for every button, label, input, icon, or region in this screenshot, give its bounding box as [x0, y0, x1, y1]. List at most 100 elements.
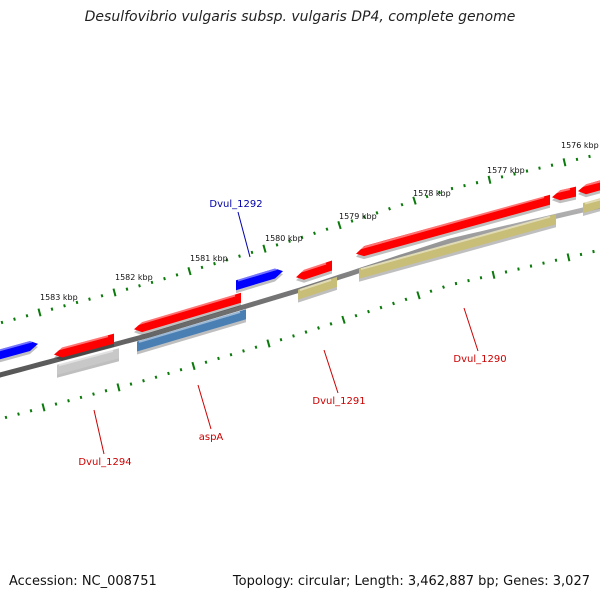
- genome-title: Desulfovibrio vulgaris subsp. vulgaris D…: [84, 9, 516, 25]
- scale-tick-inner: [54, 402, 58, 406]
- scale-tick-inner: [29, 409, 33, 413]
- scale-tick-inner: [341, 315, 346, 324]
- scale-tick-outer: [63, 304, 66, 308]
- scale-tick-inner: [242, 349, 245, 353]
- scale-tick-outer: [513, 172, 516, 176]
- scale-tick-outer: [163, 276, 166, 281]
- scale-tick-inner: [41, 403, 46, 412]
- scale-tick-inner: [467, 278, 470, 283]
- scale-tick-outer: [562, 158, 567, 167]
- scale-tick-outer: [37, 308, 42, 317]
- gene-label: Dvul_1291: [312, 396, 365, 407]
- scale-tick-inner: [129, 382, 133, 386]
- scale-tick-outer: [337, 220, 342, 230]
- leader-line: [93, 409, 105, 455]
- scale-tick-outer: [325, 227, 329, 231]
- scale-tick-inner: [67, 399, 70, 403]
- scale-tick-outer: [0, 320, 4, 325]
- gene-label: Dvul_1294: [78, 457, 131, 468]
- scale-tick-inner: [491, 270, 496, 279]
- scale-tick-inner: [204, 360, 208, 364]
- scale-tick-inner: [392, 301, 395, 306]
- scale-tick-outer: [538, 166, 541, 170]
- tick-label: 1577 kbp: [487, 166, 525, 175]
- gene-features: [0, 180, 600, 378]
- scale-tick-outer: [400, 202, 404, 207]
- tick-label: 1582 kbp: [115, 273, 153, 282]
- tick-label: 1579 kbp: [339, 212, 377, 221]
- scale-tick-inner: [92, 392, 95, 396]
- gene-arrow-dvul-1292: [236, 267, 283, 294]
- scale-tick-inner: [566, 253, 571, 262]
- scale-tick-inner: [279, 338, 283, 342]
- scale-tick-outer: [588, 154, 591, 159]
- scale-tick-outer: [450, 186, 454, 191]
- scale-tick-inner: [167, 371, 170, 376]
- tick-label: 1576 kbp: [561, 141, 599, 150]
- scale-tick-inner: [542, 261, 545, 265]
- scale-tick-outer: [125, 287, 129, 291]
- scale-tick-inner: [329, 322, 333, 326]
- scale-tick-outer: [388, 206, 391, 211]
- scale-tick-inner: [517, 267, 520, 271]
- scale-tick-inner: [429, 289, 433, 293]
- scale-tick-inner: [592, 249, 595, 254]
- leader-line: [197, 384, 212, 430]
- gene-arrow-next-2: [578, 180, 600, 198]
- scale-tick-inner: [191, 361, 196, 371]
- scale-tick-outer: [350, 219, 354, 223]
- scale-tick-inner: [292, 334, 295, 338]
- scale-tick-outer: [487, 175, 492, 184]
- scale-tick-outer: [425, 194, 429, 199]
- tick-label: 1583 kbp: [40, 293, 78, 302]
- scale-tick-inner: [579, 252, 583, 257]
- scale-tick-outer: [100, 294, 104, 298]
- scale-tick-outer: [175, 273, 179, 277]
- scale-tick-inner: [529, 264, 533, 268]
- scale-tick-outer: [75, 300, 79, 305]
- scale-tick-inner: [554, 258, 558, 262]
- scale-tick-outer: [500, 175, 504, 179]
- scale-ticks: 1583 kbp 1582 kbp 1581 kbp 1580 kbp 1579 kbp…: [0, 141, 599, 420]
- scale-tick-outer: [375, 211, 379, 215]
- scale-tick-inner: [79, 395, 83, 400]
- scale-tick-outer: [463, 183, 466, 188]
- leader-line: [323, 349, 339, 394]
- scale-tick-outer: [475, 181, 479, 185]
- gene-label: Dvul_1290: [453, 354, 506, 365]
- scale-tick-inner: [229, 353, 233, 357]
- scale-tick-outer: [138, 284, 141, 288]
- scale-tick-outer: [238, 254, 241, 258]
- scale-tick-outer: [275, 243, 279, 247]
- scale-tick-inner: [142, 379, 145, 383]
- scale-tick-inner: [266, 339, 271, 348]
- gene-label: Dvul_1292: [209, 199, 262, 210]
- cds-bar-next: [583, 198, 600, 216]
- gene-arrow-blue: [0, 340, 38, 363]
- scale-tick-inner: [379, 305, 383, 310]
- gene-arrow-dvul-1290: [356, 194, 550, 260]
- scale-tick-inner: [479, 276, 483, 280]
- scale-tick-inner: [367, 309, 370, 314]
- tick-label: 1580 kbp: [265, 234, 303, 243]
- scale-tick-outer: [13, 317, 16, 321]
- scale-tick-inner: [4, 415, 8, 420]
- scale-tick-inner: [404, 297, 408, 302]
- scale-tick-outer: [112, 288, 117, 297]
- scale-tick-inner: [317, 326, 320, 330]
- cds-bar-aspA: [137, 309, 246, 355]
- gene-labels: Dvul_1292 Dvul_1294 aspA Dvul_1291 Dvul_1290: [78, 199, 506, 468]
- scale-tick-outer: [262, 244, 267, 253]
- scale-tick-inner: [504, 270, 508, 274]
- scale-tick-outer: [250, 250, 254, 255]
- scale-tick-outer: [213, 261, 216, 266]
- scale-tick-outer: [525, 169, 529, 173]
- scale-tick-outer: [412, 196, 417, 205]
- gene-arrow-next: [552, 186, 576, 204]
- scale-tick-outer: [187, 267, 192, 276]
- scale-tick-inner: [179, 368, 183, 372]
- scale-tick-outer: [25, 314, 29, 318]
- gene-arrow-aspA: [134, 292, 241, 336]
- scale-tick-inner: [116, 383, 121, 392]
